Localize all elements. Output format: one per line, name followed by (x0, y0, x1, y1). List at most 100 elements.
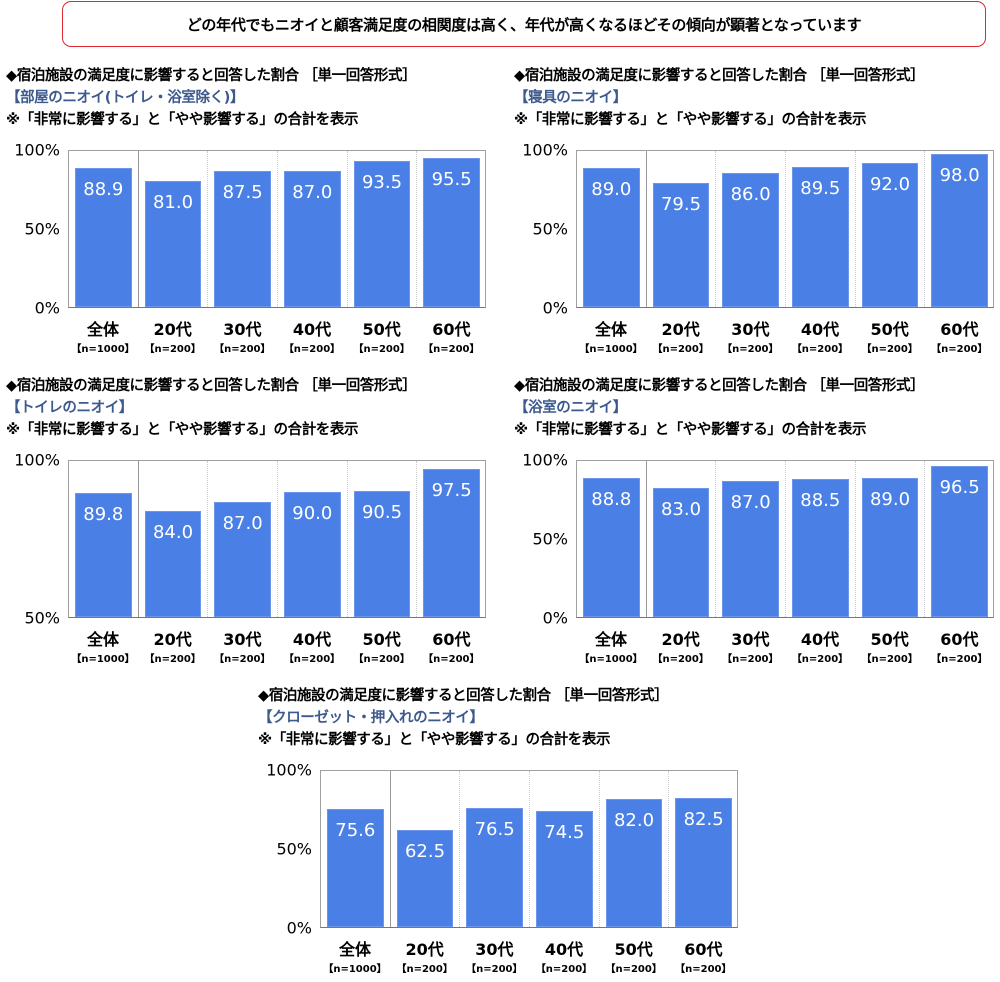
y-tick-label: 100% (522, 450, 568, 470)
sample-size-label: 【n=1000】 (71, 654, 135, 665)
sample-size-label: 【n=200】 (423, 344, 480, 355)
sample-size-label: 【n=200】 (283, 344, 341, 355)
x-tick-label: 全体 (86, 630, 119, 649)
sample-size-label: 【n=200】 (214, 654, 271, 665)
sample-size-label: 【n=200】 (652, 654, 709, 665)
category-divider (715, 461, 717, 617)
chart-title: ◆宿泊施設の満足度に影響すると回答した割合 ［単一回答形式］ (6, 68, 417, 84)
bar-value-label: 62.5 (404, 840, 446, 862)
sample-size-label: 【n=200】 (675, 964, 732, 975)
y-tick-label: 100% (522, 140, 568, 160)
bar: 89.8 (75, 492, 132, 617)
y-tick-label: 50% (24, 219, 60, 239)
sample-size-label: 【n=200】 (353, 344, 410, 355)
bar: 92.0 (861, 163, 919, 307)
bar: 76.5 (466, 807, 523, 927)
bar: 81.0 (144, 180, 202, 307)
x-tick-label: 20代 (405, 940, 444, 959)
bar: 82.5 (675, 798, 732, 927)
sample-size-label: 【n=200】 (931, 344, 988, 355)
bar: 89.5 (792, 167, 849, 307)
category-divider (459, 771, 461, 927)
bar-value-label: 87.0 (292, 182, 333, 204)
y-tick-label: 0% (542, 298, 568, 318)
x-tick-label: 40代 (800, 320, 840, 339)
bar-value-label: 89.0 (591, 179, 632, 201)
bar-value-label: 87.0 (730, 492, 771, 514)
bar-value-label: 76.5 (474, 818, 515, 840)
plot-area: 89.0 79.5 86.0 89.5 92.0 98.0 (576, 150, 994, 308)
plot-area: 75.6 62.5 76.5 74.5 82.0 82.5 (320, 770, 738, 928)
category-divider (277, 461, 278, 617)
bar-value-label: 92.0 (869, 174, 911, 196)
x-tick-label: 20代 (661, 320, 700, 339)
y-tick-label: 0% (34, 298, 60, 318)
x-tick-label: 60代 (940, 320, 979, 339)
y-tick-label: 100% (14, 140, 60, 160)
chart-note: ※「非常に影響する」と「やや影響する」の合計を表示 (514, 112, 867, 128)
sample-size-label: 【n=200】 (605, 964, 662, 975)
chart-closet-odor: ◆宿泊施設の満足度に影響すると回答した割合 ［単一回答形式］ 【クローゼット・押入… (252, 682, 742, 982)
bar-value-label: 82.0 (613, 810, 655, 832)
bar-value-label: 79.5 (660, 193, 702, 215)
y-tick-label: 50% (276, 839, 312, 859)
y-tick-label: 100% (14, 450, 60, 470)
x-tick-label: 30代 (475, 940, 514, 959)
category-divider (645, 151, 647, 307)
sample-size-label: 【n=200】 (722, 344, 779, 355)
chart-title: ◆宿泊施設の満足度に影響すると回答した割合 ［単一回答形式］ (6, 378, 417, 394)
x-tick-label: 全体 (594, 320, 627, 339)
bar: 82.0 (605, 799, 663, 927)
bar: 87.0 (284, 171, 341, 307)
chart-subtitle: 【浴室のニオイ】 (514, 400, 627, 416)
category-divider (346, 461, 348, 617)
x-tick-label: 30代 (223, 630, 262, 649)
y-tick-label: 0% (542, 608, 568, 628)
chart-note: ※「非常に影響する」と「やや影響する」の合計を表示 (514, 422, 867, 438)
bar-value-label: 89.5 (800, 178, 841, 200)
chart-bathroom-odor: ◆宿泊施設の満足度に影響すると回答した割合 ［単一回答形式］ 【浴室のニオイ】 ※「… (508, 372, 998, 672)
bar: 89.0 (861, 478, 919, 617)
bar: 87.5 (214, 170, 271, 307)
bar: 90.0 (284, 492, 341, 617)
bar-value-label: 86.0 (730, 183, 771, 205)
sample-size-label: 【n=200】 (353, 654, 410, 665)
chart-note: ※「非常に影響する」と「やや影響する」の合計を表示 (6, 112, 359, 128)
category-divider (785, 461, 786, 617)
x-tick-label: 全体 (594, 630, 627, 649)
x-tick-label: 60代 (432, 320, 471, 339)
chart-title: ◆宿泊施設の満足度に影響すると回答した割合 ［単一回答形式］ (514, 378, 925, 394)
x-tick-label: 30代 (223, 320, 262, 339)
category-divider (645, 461, 647, 617)
bar: 93.5 (353, 161, 411, 307)
chart-toilet-odor: ◆宿泊施設の満足度に影響すると回答した割合 ［単一回答形式］ 【トイレのニオイ】 ※… (0, 372, 490, 672)
y-tick-label: 100% (266, 760, 312, 780)
bar: 88.9 (75, 168, 132, 307)
sample-size-label: 【n=200】 (535, 964, 593, 975)
category-divider (277, 151, 278, 307)
category-divider (416, 151, 418, 307)
plot-area: 88.9 81.0 87.5 87.0 93.5 95.5 (68, 150, 486, 308)
sample-size-label: 【n=200】 (466, 964, 523, 975)
bar-value-label: 88.5 (800, 489, 841, 511)
y-tick-label: 0% (286, 918, 312, 938)
category-divider (137, 151, 139, 307)
bar: 87.0 (722, 481, 779, 617)
sample-size-label: 【n=1000】 (579, 344, 643, 355)
bar: 74.5 (536, 810, 593, 927)
category-divider (207, 461, 209, 617)
chart-room-odor: ◆宿泊施設の満足度に影響すると回答した割合 ［単一回答形式］ 【部屋のニオイ(トイ… (0, 62, 490, 362)
chart-note: ※「非常に影響する」と「やや影響する」の合計を表示 (258, 732, 611, 748)
x-tick-label: 50代 (362, 320, 401, 339)
bar-value-label: 93.5 (361, 172, 403, 194)
bar: 79.5 (652, 182, 710, 307)
category-divider (207, 151, 209, 307)
x-tick-label: 60代 (684, 940, 723, 959)
sample-size-label: 【n=200】 (144, 344, 201, 355)
x-tick-label: 40代 (800, 630, 840, 649)
chart-subtitle: 【部屋のニオイ(トイレ・浴室除く)】 (6, 90, 245, 106)
bar-value-label: 81.0 (152, 191, 194, 213)
chart-subtitle: 【トイレのニオイ】 (6, 400, 133, 416)
bar: 95.5 (423, 158, 480, 307)
x-tick-label: 50代 (614, 940, 653, 959)
